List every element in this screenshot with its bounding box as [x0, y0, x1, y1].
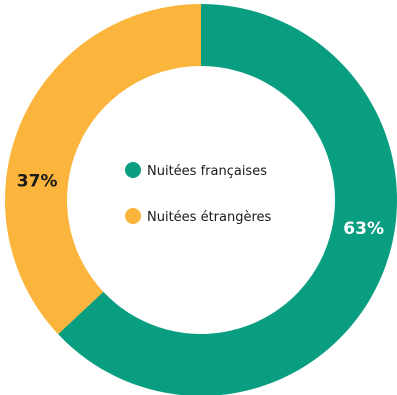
legend-swatch	[125, 208, 141, 224]
donut-slices	[4, 4, 397, 395]
slice-value-label: 63%	[343, 219, 384, 239]
slice-nuitees-francaises	[58, 4, 397, 395]
legend-label: Nuitées étrangères	[147, 210, 272, 225]
legend-label: Nuitées françaises	[147, 164, 267, 179]
legend-swatch	[125, 162, 141, 178]
slice-value-label: 37%	[17, 172, 58, 192]
slice-labels: 63% 37%	[17, 172, 384, 239]
slice-nuitees-etrangeres	[4, 4, 201, 335]
legend: Nuitées françaises Nuitées étrangères	[125, 162, 272, 225]
